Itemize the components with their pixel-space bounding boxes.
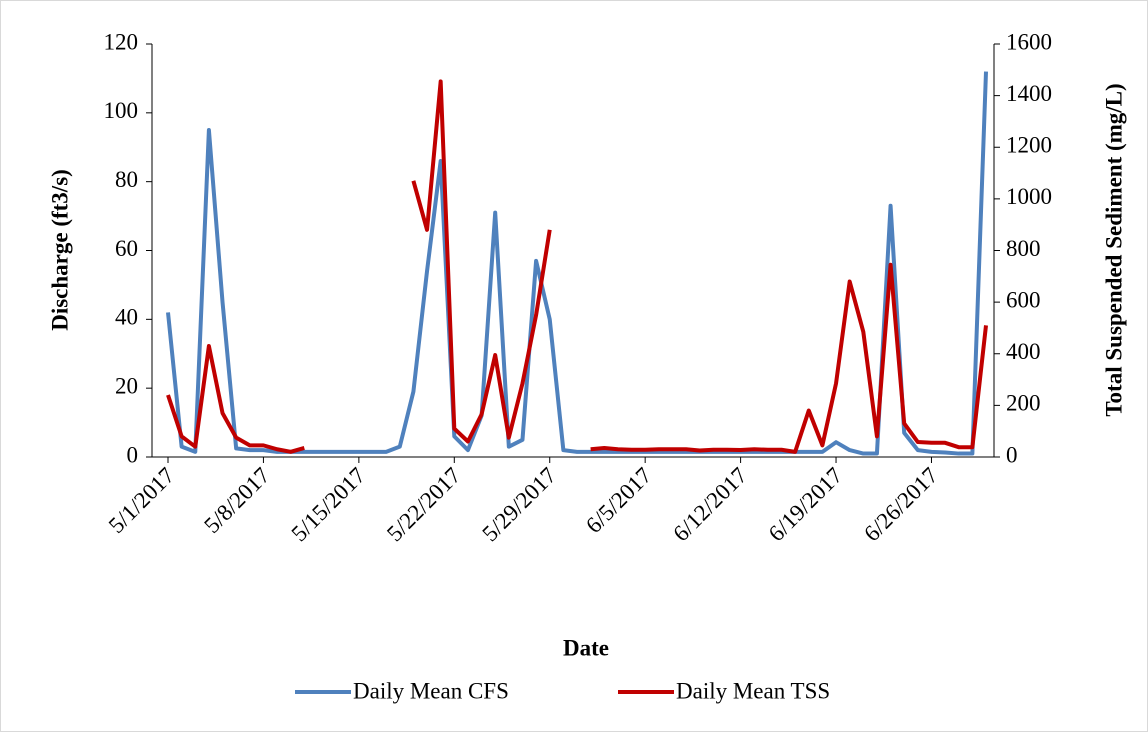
- y2-tick-label: 200: [1006, 391, 1041, 416]
- legend-label: Daily Mean CFS: [353, 678, 509, 703]
- series-line: [166, 79, 988, 454]
- y-tick-label: 40: [115, 305, 138, 330]
- y-axis-title: Discharge (ft3/s): [47, 169, 72, 331]
- y2-tick-label: 1400: [1006, 81, 1052, 106]
- y2-tick-label: 800: [1006, 236, 1041, 261]
- y-tick-label: 20: [115, 373, 138, 398]
- y2-axis-title: Total Suspended Sediment (mg/L): [1101, 83, 1126, 416]
- y2-tick-label: 600: [1006, 287, 1041, 312]
- x-axis-title: Date: [563, 635, 609, 660]
- y2-tick-label: 400: [1006, 339, 1041, 364]
- y-tick-label: 80: [115, 167, 138, 192]
- y2-tick-label: 1600: [1006, 29, 1052, 54]
- legend-label: Daily Mean TSS: [676, 678, 830, 703]
- y-tick-label: 120: [104, 29, 139, 54]
- y-tick-label: 0: [127, 442, 139, 467]
- y-tick-label: 60: [115, 236, 138, 261]
- y-tick-label: 100: [104, 98, 139, 123]
- series-line: [166, 71, 988, 456]
- y2-tick-label: 1000: [1006, 184, 1052, 209]
- y2-tick-label: 1200: [1006, 133, 1052, 158]
- y2-tick-label: 0: [1006, 442, 1018, 467]
